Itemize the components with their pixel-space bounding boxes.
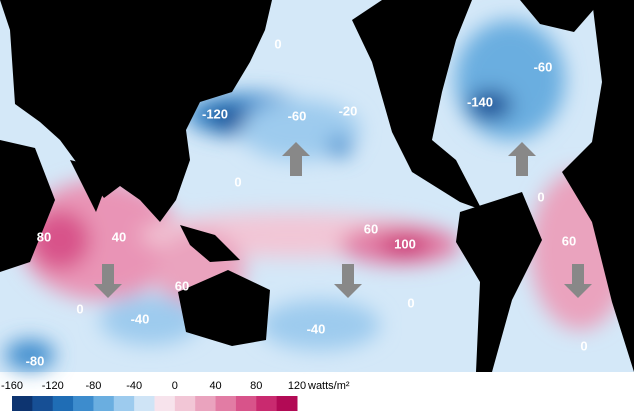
- color-swatch: [174, 396, 196, 411]
- color-swatch: [235, 396, 257, 411]
- contour-label: 0: [537, 189, 544, 204]
- contour-labels: 0 -120 -60 -20 -60 -140 0 0 80 40 60 100 60 60 0 -40 -40…: [26, 36, 588, 368]
- contour-label: 0: [234, 174, 241, 189]
- contour-label: 100: [394, 236, 416, 251]
- contour-label: 0: [76, 301, 83, 316]
- colorbar-tick: 80: [250, 380, 262, 392]
- color-swatch: [73, 396, 94, 411]
- contour-label: 80: [37, 229, 51, 244]
- contour-label: -140: [467, 94, 493, 109]
- color-swatch: [93, 396, 115, 411]
- color-swatch: [113, 396, 135, 411]
- colorbar-unit: watts/m²: [307, 380, 350, 392]
- contour-label: 0: [274, 36, 281, 51]
- colorbar-tick: -80: [85, 380, 101, 392]
- colorbar-tick: 0: [172, 380, 178, 392]
- contour-label: 60: [175, 278, 189, 293]
- contour-label: 60: [562, 233, 576, 248]
- colorbar-tick: 120: [288, 380, 306, 392]
- contour-label: -120: [202, 106, 228, 121]
- color-swatch: [195, 396, 217, 411]
- arrows: [94, 142, 592, 298]
- contour-label: -40: [131, 311, 150, 326]
- colorbar-tick: 40: [209, 380, 221, 392]
- contour-label: -60: [534, 59, 553, 74]
- color-swatch: [134, 396, 155, 411]
- colorbar-tick: -120: [42, 380, 64, 392]
- color-swatch: [256, 396, 278, 411]
- contour-label: 0: [407, 295, 414, 310]
- color-swatch: [32, 396, 54, 411]
- contour-label: -20: [339, 103, 358, 118]
- colorbar-tick: -160: [1, 380, 23, 392]
- color-swatch: [154, 396, 176, 411]
- contour-label: 60: [364, 221, 378, 236]
- colorbar: -160 -120 -80 -40 0 40 80 120 watts/m²: [1, 380, 350, 411]
- color-swatch: [52, 396, 74, 411]
- color-swatch: [215, 396, 237, 411]
- contour-label: -60: [288, 108, 307, 123]
- contour-label: 0: [580, 338, 587, 353]
- continents: [0, 0, 634, 372]
- contour-label: -80: [26, 353, 45, 368]
- color-swatch: [276, 396, 298, 411]
- colorbar-tick: -40: [126, 380, 142, 392]
- color-swatch: [12, 396, 33, 411]
- contour-label: 40: [112, 229, 126, 244]
- contour-label: -40: [307, 321, 326, 336]
